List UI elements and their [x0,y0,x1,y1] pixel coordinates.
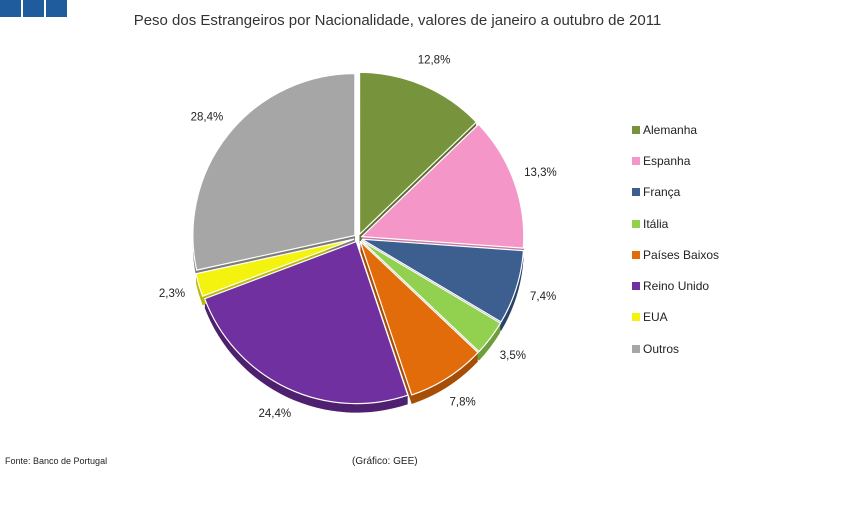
legend-swatch [632,156,640,165]
legend-label: Itália [643,216,669,231]
logo-block [0,0,21,17]
pie-slice-outros [192,72,356,271]
source-note: Fonte: Banco de Portugal [5,456,108,466]
pie-slice-alemanha [358,71,478,236]
legend-item: França [632,177,719,208]
slice-percent-label: 2,3% [159,288,185,300]
legend-swatch [632,125,640,134]
legend-swatch [632,219,640,228]
pie-slice-itália [360,239,502,353]
chart-legend: Alemanha Espanha França Itália Países Baixos… [632,114,719,364]
pie-slice-frança [361,238,525,323]
legend-label: Espanha [643,153,691,168]
legend-swatch [632,313,640,322]
legend-item: Espanha [632,145,719,176]
slice-percent-label: 7,4% [530,291,556,303]
legend-item: EUA [632,302,719,333]
pie-slice-espanha [360,123,525,249]
legend-swatch [632,344,640,353]
slice-percent-label: 12,8% [418,55,451,67]
legend-item: Itália [632,208,719,239]
gee-logo [0,0,67,17]
slice-percent-label: 13,3% [524,167,557,179]
legend-label: Reino Unido [643,279,710,294]
legend-item: Outros [632,333,719,364]
logo-block [23,0,44,17]
legend-label: França [643,185,681,200]
slice-percent-label: 7,8% [449,396,475,408]
pie-slice-eua [195,238,355,297]
logo-block [46,0,67,17]
legend-item: Reino Unido [632,270,719,301]
chart-title: Peso dos Estrangeiros por Nacionalidade,… [133,12,662,29]
legend-swatch [632,282,640,291]
legend-label: Outros [643,341,680,356]
legend-label: Países Baixos [643,247,720,262]
legend-item: Países Baixos [632,239,719,270]
legend-swatch [632,250,640,259]
slice-percent-label: 28,4% [191,111,224,123]
pie-slice-países-baixos [359,240,479,396]
legend-item: Alemanha [632,114,719,145]
pie-slice-reino-unido [203,240,409,405]
legend-swatch [632,188,640,197]
chart-credit: (Gráfico: GEE) [352,456,418,467]
legend-label: Alemanha [643,122,698,137]
slice-percent-label: 24,4% [258,408,291,420]
slice-percent-label: 3,5% [500,350,526,362]
legend-label: EUA [643,310,668,325]
